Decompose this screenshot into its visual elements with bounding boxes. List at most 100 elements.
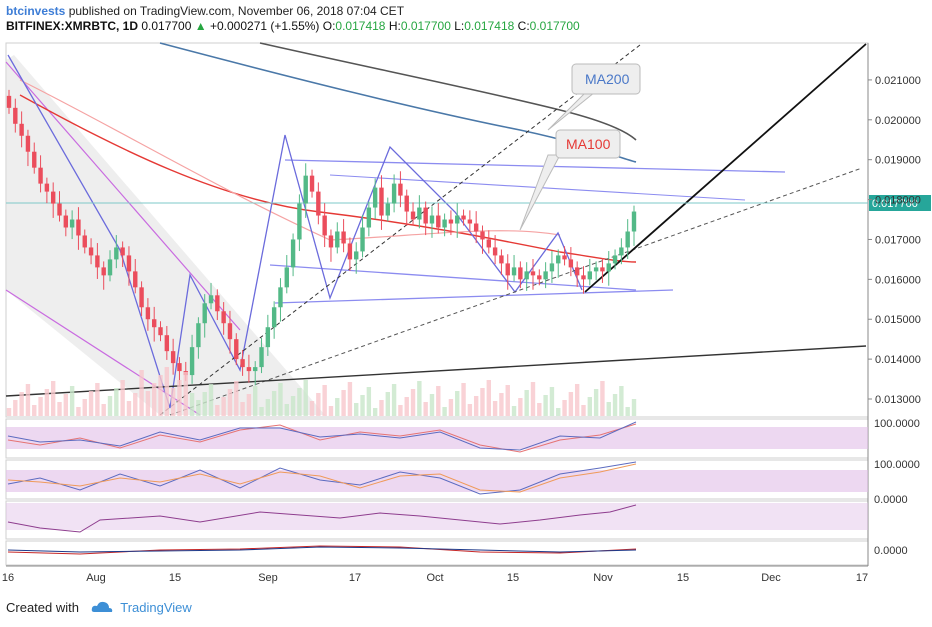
candle-body (467, 219, 473, 224)
volume-bar (183, 372, 188, 416)
lower-trend-line (274, 289, 674, 304)
volume-bar (196, 400, 201, 416)
volume-bar (524, 390, 529, 416)
volume-bar (417, 381, 422, 416)
low-value: 0.017418 (464, 19, 515, 33)
volume-bar (436, 386, 441, 416)
candle-body (303, 175, 308, 204)
price-tick-label: 0.021000 (875, 75, 921, 87)
candle-body (227, 323, 233, 340)
candle-body (316, 191, 321, 216)
candle-body (271, 307, 277, 328)
volume-bar (619, 386, 624, 416)
tradingview-cloud-icon (91, 600, 113, 617)
candle-body (63, 215, 69, 228)
candle-body (631, 211, 637, 232)
tradingview-link[interactable]: TradingView (120, 600, 192, 615)
volume-series (6, 367, 637, 416)
candle-body (208, 295, 214, 304)
time-tick-label: Dec (761, 572, 781, 584)
volume-bar (227, 389, 233, 416)
candle-body (328, 235, 334, 248)
candle-body (417, 207, 422, 220)
last-price-tag (869, 195, 931, 211)
candle-body (625, 231, 630, 248)
macd-line (7, 545, 637, 555)
candle-body (6, 95, 12, 108)
candle-body (606, 263, 611, 272)
volume-bar (107, 396, 113, 416)
volume-bar (461, 383, 466, 416)
volume-bar (467, 404, 473, 416)
macd-pane (5, 540, 869, 566)
candle-body (44, 183, 50, 192)
candle-body (366, 207, 372, 228)
symbol-line: BITFINEX:XMRBTC, 1D 0.017700 ▲ +0.000271… (6, 19, 580, 34)
volume-bar (50, 381, 56, 416)
candle-body (385, 203, 390, 216)
candle-body (537, 275, 542, 280)
volume-bar (581, 405, 586, 416)
volume-bar (284, 404, 289, 416)
volume-bar (499, 393, 504, 416)
candle-body (600, 267, 605, 272)
price-tick-label: 0.014000 (875, 354, 921, 366)
volume-bar (271, 391, 277, 416)
candle-body (372, 187, 378, 208)
candle-body (442, 219, 447, 228)
volume-bar (354, 403, 359, 416)
volume-bar (486, 380, 491, 416)
candle-body (455, 215, 460, 224)
time-tick-label: Nov (593, 572, 613, 584)
candle-body (259, 347, 264, 368)
stoch-line-orange (7, 463, 637, 493)
up-triangle-icon: ▲ (194, 19, 207, 33)
candle-body (158, 327, 163, 336)
volume-bar (82, 399, 87, 416)
stoch-axis-label-bottom: 0.0000 (874, 494, 908, 506)
price-tick-label: 0.016000 (875, 274, 921, 286)
volume-bar (114, 388, 119, 416)
volume-bar (410, 389, 416, 416)
volume-bar (612, 394, 618, 416)
candle-body (139, 287, 144, 308)
ma100-callout: MA100 (519, 129, 621, 231)
volume-bar (606, 402, 611, 416)
price-tick-label: 0.018000 (875, 195, 921, 207)
upper-trend-line (284, 159, 786, 173)
last-price-tag-text: 0.017700 (872, 198, 918, 210)
candle-body (152, 319, 157, 328)
author-link[interactable]: btcinvests (6, 4, 66, 18)
candle-body (410, 211, 416, 220)
volume-bar (240, 402, 245, 416)
volume-bar (335, 398, 340, 416)
candle-body (556, 255, 561, 264)
candle-body (25, 135, 31, 152)
candle-body (347, 243, 353, 260)
volume-bar (537, 403, 542, 416)
open-label: O: (322, 19, 336, 33)
publish-line: btcinvests published on TradingView.com,… (6, 4, 580, 19)
volume-bar (455, 391, 460, 416)
volume-bar (423, 402, 428, 416)
candle-body (322, 215, 327, 236)
candle-body (57, 203, 62, 216)
volume-bar (158, 375, 163, 416)
rsi-line-blue (7, 421, 637, 451)
volume-bar (253, 386, 258, 416)
volume-bar (366, 387, 372, 416)
candle-body (499, 255, 504, 264)
time-tick-label: 15 (169, 572, 181, 584)
volume-bar (221, 397, 226, 416)
last-price: 0.017700 (141, 19, 192, 33)
volume-bar (593, 389, 599, 416)
candle-body (297, 203, 302, 240)
symbol-label[interactable]: BITFINEX:XMRBTC, 1D (6, 19, 138, 33)
candle-body (568, 259, 574, 268)
price-tick-label: 0.013000 (875, 394, 921, 406)
volume-bar (328, 406, 334, 416)
mid-trend-line (269, 264, 637, 291)
candle-body (19, 123, 24, 136)
candle-body (145, 307, 151, 320)
